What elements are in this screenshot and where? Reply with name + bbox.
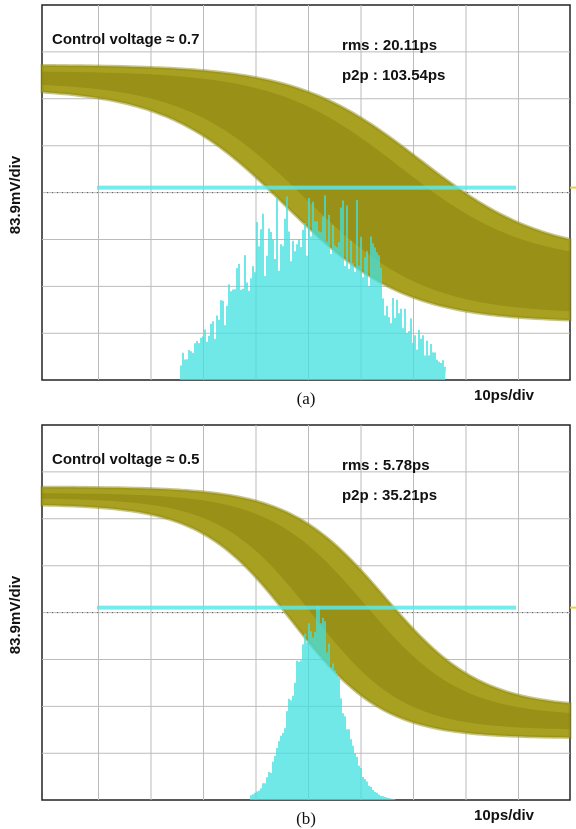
p2p-value: p2p : 103.54ps <box>342 67 445 84</box>
rms-value: rms : 20.11ps <box>342 37 437 54</box>
panel-caption: (a) <box>297 389 316 408</box>
panel: Control voltage ≈ 0.7 rms : 20.11ps p2p : … <box>7 5 576 408</box>
panel-caption: (b) <box>296 809 316 828</box>
panel: Control voltage ≈ 0.5 rms : 5.78ps p2p : 3… <box>7 425 576 828</box>
rms-value: rms : 5.78ps <box>342 457 430 474</box>
p2p-value: p2p : 35.21ps <box>342 487 437 504</box>
control-voltage: Control voltage ≈ 0.5 <box>52 451 199 468</box>
x-scale-label: 10ps/div <box>474 807 535 824</box>
figure: Control voltage ≈ 0.7 rms : 20.11ps p2p : … <box>0 0 576 829</box>
y-scale-label: 83.9mV/div <box>7 155 24 234</box>
y-scale-label: 83.9mV/div <box>7 575 24 654</box>
x-scale-label: 10ps/div <box>474 387 535 404</box>
control-voltage: Control voltage ≈ 0.7 <box>52 31 199 48</box>
